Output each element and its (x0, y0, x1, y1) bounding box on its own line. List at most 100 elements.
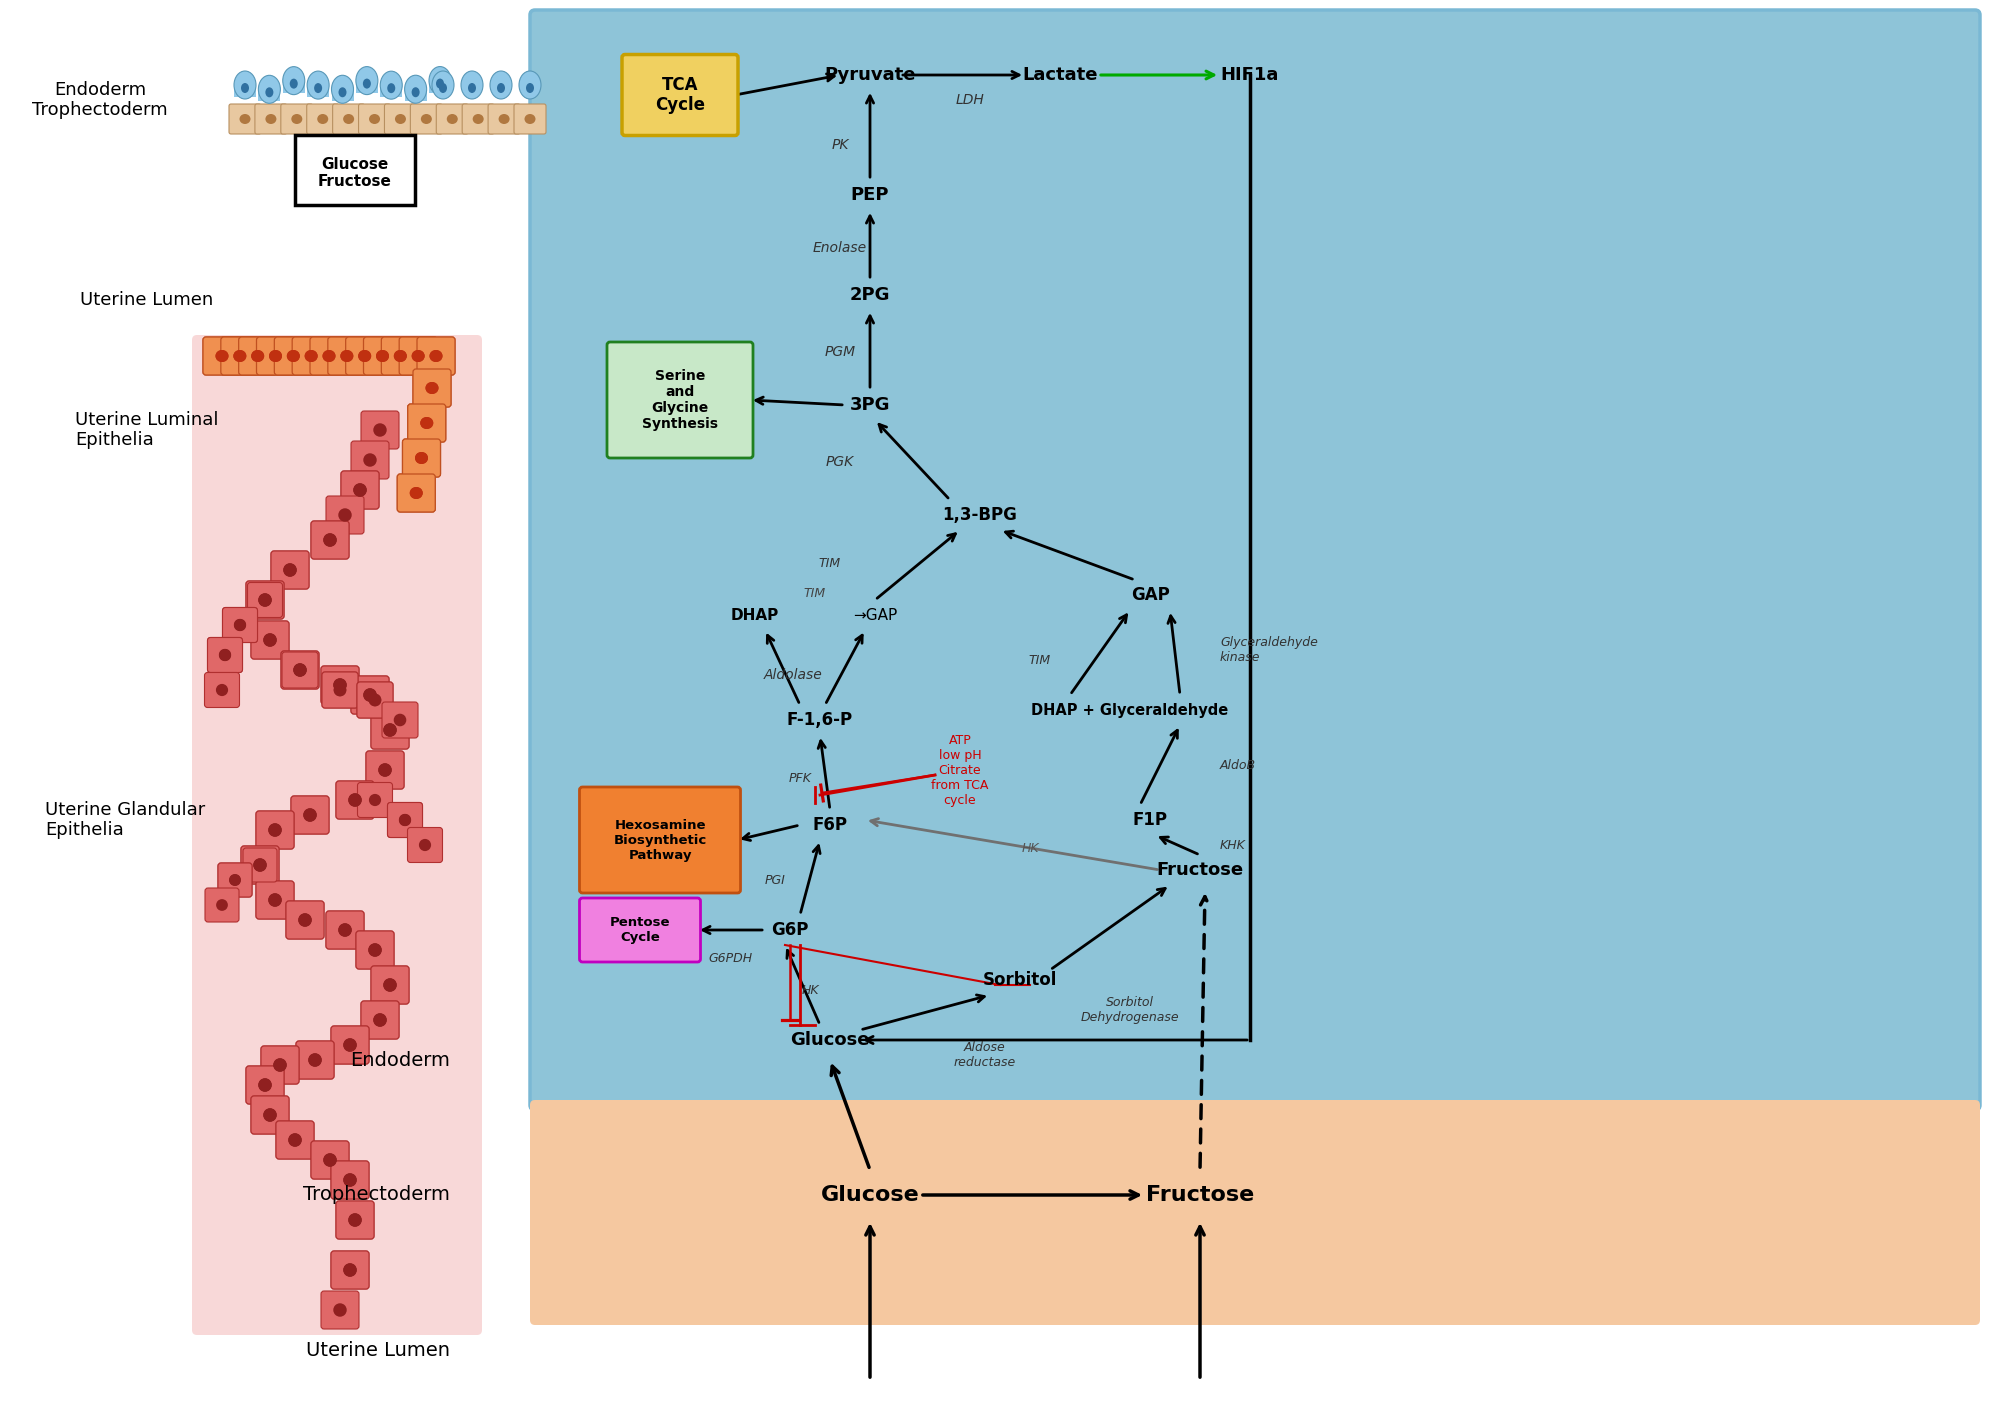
Ellipse shape (308, 1054, 322, 1066)
Ellipse shape (294, 664, 306, 677)
Ellipse shape (364, 454, 376, 467)
Ellipse shape (374, 423, 386, 437)
Ellipse shape (364, 688, 376, 702)
FancyBboxPatch shape (310, 338, 348, 375)
FancyBboxPatch shape (250, 621, 288, 658)
Ellipse shape (368, 943, 382, 957)
Ellipse shape (234, 350, 246, 361)
Ellipse shape (268, 894, 282, 906)
Ellipse shape (376, 350, 388, 361)
Text: TIM: TIM (818, 556, 840, 569)
Ellipse shape (368, 693, 382, 706)
FancyBboxPatch shape (322, 672, 358, 708)
FancyBboxPatch shape (330, 1251, 368, 1289)
Text: Uterine Lumen: Uterine Lumen (306, 1341, 450, 1359)
Text: F1P: F1P (1133, 811, 1167, 829)
Text: Pyruvate: Pyruvate (824, 66, 916, 84)
Ellipse shape (264, 1108, 276, 1122)
Ellipse shape (338, 923, 352, 937)
FancyBboxPatch shape (250, 621, 288, 658)
Ellipse shape (378, 764, 392, 776)
Text: DHAP: DHAP (730, 608, 778, 622)
FancyBboxPatch shape (296, 1041, 334, 1079)
Ellipse shape (282, 67, 304, 95)
Ellipse shape (298, 913, 312, 926)
FancyBboxPatch shape (220, 338, 258, 375)
FancyBboxPatch shape (416, 338, 454, 375)
Ellipse shape (318, 113, 328, 125)
Ellipse shape (348, 793, 362, 807)
Ellipse shape (288, 1133, 302, 1147)
Ellipse shape (268, 350, 282, 361)
FancyBboxPatch shape (202, 338, 240, 375)
Ellipse shape (234, 71, 256, 99)
Ellipse shape (490, 71, 512, 99)
Ellipse shape (368, 794, 380, 806)
Ellipse shape (240, 113, 250, 125)
Ellipse shape (274, 1058, 286, 1072)
Text: KHK: KHK (1221, 839, 1247, 852)
Text: Uterine Glandular
Epithelia: Uterine Glandular Epithelia (44, 800, 206, 839)
Ellipse shape (254, 859, 266, 871)
Ellipse shape (258, 1079, 272, 1091)
Ellipse shape (334, 684, 346, 696)
Text: Sorbitol: Sorbitol (982, 971, 1057, 989)
FancyBboxPatch shape (204, 672, 240, 708)
Ellipse shape (364, 688, 376, 702)
Ellipse shape (258, 593, 272, 607)
Ellipse shape (368, 113, 380, 125)
FancyBboxPatch shape (322, 672, 358, 708)
Ellipse shape (268, 824, 282, 836)
Ellipse shape (436, 78, 444, 88)
Text: F-1,6-P: F-1,6-P (786, 710, 852, 729)
FancyBboxPatch shape (282, 651, 318, 688)
Ellipse shape (418, 839, 430, 850)
Ellipse shape (374, 1013, 386, 1027)
FancyBboxPatch shape (358, 104, 390, 134)
FancyBboxPatch shape (356, 932, 394, 969)
FancyBboxPatch shape (280, 651, 318, 689)
FancyBboxPatch shape (330, 1161, 368, 1199)
FancyBboxPatch shape (398, 474, 436, 511)
Ellipse shape (446, 113, 458, 125)
FancyBboxPatch shape (326, 911, 364, 948)
Text: ATP
low pH
Citrate
from TCA
cycle: ATP low pH Citrate from TCA cycle (930, 734, 988, 807)
FancyBboxPatch shape (366, 751, 404, 789)
Text: Sorbitol
Dehydrogenase: Sorbitol Dehydrogenase (1081, 996, 1179, 1024)
Ellipse shape (362, 78, 370, 88)
Text: →GAP: →GAP (852, 608, 896, 622)
Text: HK: HK (1021, 842, 1039, 855)
FancyBboxPatch shape (238, 338, 276, 375)
Ellipse shape (216, 350, 228, 361)
Ellipse shape (216, 350, 228, 361)
Ellipse shape (398, 814, 410, 827)
Ellipse shape (430, 350, 442, 361)
FancyBboxPatch shape (256, 881, 294, 919)
Ellipse shape (518, 71, 540, 99)
FancyBboxPatch shape (332, 104, 364, 134)
Ellipse shape (376, 350, 388, 361)
Text: 2PG: 2PG (850, 286, 890, 304)
Ellipse shape (344, 1264, 356, 1276)
FancyBboxPatch shape (328, 338, 366, 375)
FancyBboxPatch shape (192, 335, 482, 1335)
FancyBboxPatch shape (346, 338, 384, 375)
FancyBboxPatch shape (240, 846, 278, 884)
FancyBboxPatch shape (258, 91, 280, 101)
Text: PGI: PGI (764, 873, 786, 887)
Ellipse shape (342, 113, 354, 125)
Text: Glucose: Glucose (820, 1185, 918, 1205)
FancyBboxPatch shape (398, 338, 436, 375)
Text: Hexosamine
Biosynthetic
Pathway: Hexosamine Biosynthetic Pathway (614, 818, 706, 862)
Ellipse shape (348, 1213, 362, 1227)
Ellipse shape (284, 563, 296, 577)
Ellipse shape (344, 1038, 356, 1052)
Ellipse shape (304, 350, 318, 361)
Ellipse shape (264, 633, 276, 647)
Ellipse shape (334, 684, 346, 696)
FancyBboxPatch shape (488, 104, 520, 134)
FancyBboxPatch shape (370, 967, 408, 1005)
FancyBboxPatch shape (370, 967, 408, 1005)
Ellipse shape (216, 684, 228, 696)
Ellipse shape (404, 76, 426, 104)
